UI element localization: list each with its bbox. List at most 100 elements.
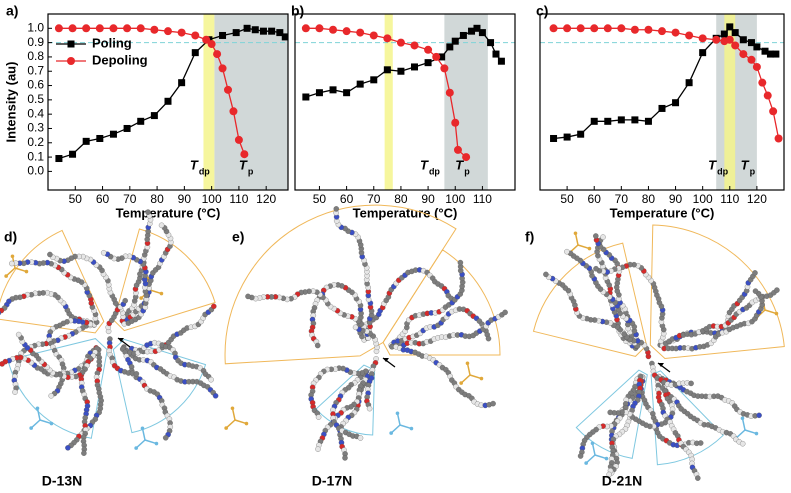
point (617, 24, 626, 33)
point (631, 116, 639, 124)
point (459, 31, 467, 39)
x-tick-label: 60 (96, 192, 110, 206)
atom (122, 297, 128, 304)
point (563, 24, 572, 33)
x-tick-label: 80 (642, 192, 656, 206)
arrow-head (658, 363, 664, 367)
annotation-subscript: dp (429, 166, 440, 176)
atom (315, 446, 321, 452)
point (763, 91, 772, 100)
point (772, 50, 780, 58)
y-axis-label: Intensity (au) (3, 62, 18, 143)
plot-frame (47, 13, 289, 191)
atom (0, 361, 5, 367)
icon-tip (159, 291, 164, 296)
y-tick-label: 1.0 (27, 20, 44, 34)
icon-tip (459, 381, 463, 385)
point (725, 35, 734, 44)
panel-label: a) (6, 3, 18, 19)
point (302, 93, 310, 101)
icon-tip (35, 406, 40, 411)
shaded-band (203, 14, 215, 190)
point (549, 24, 558, 33)
atom (133, 371, 140, 377)
icon-tip (754, 431, 759, 436)
series-line (305, 27, 467, 158)
point (164, 27, 172, 36)
panel-label: c) (536, 3, 548, 19)
atom (245, 293, 251, 300)
atom (697, 440, 704, 446)
shaded-band (724, 14, 736, 190)
point (497, 57, 505, 65)
point (758, 78, 767, 87)
point (603, 24, 612, 33)
atom (100, 250, 107, 256)
point (672, 99, 680, 107)
x-tick-label: 50 (560, 192, 574, 206)
point (699, 49, 707, 57)
atom (352, 324, 359, 331)
atom (9, 260, 15, 267)
point (644, 117, 652, 125)
point (109, 130, 117, 138)
icon-arm (30, 419, 41, 429)
point (473, 24, 481, 32)
x-tick-label: 120 (747, 192, 767, 206)
dendron-outline (575, 369, 648, 459)
point (752, 62, 761, 71)
x-tick-label: 90 (669, 192, 683, 206)
icon-tip (10, 254, 15, 259)
icon-tip (49, 421, 54, 426)
point (712, 35, 721, 44)
x-axis-label: Temperature (°C) (353, 205, 458, 220)
point (739, 50, 748, 59)
icon-arm (469, 374, 482, 380)
x-tick-label: 50 (69, 192, 83, 206)
icon-tip (584, 461, 588, 465)
atom (0, 310, 2, 316)
icon-arm (764, 309, 777, 315)
icon-arm (591, 443, 596, 456)
point (136, 24, 145, 33)
annotation: T (455, 157, 464, 172)
point (268, 27, 276, 35)
point (590, 24, 599, 33)
point (329, 25, 338, 34)
point (95, 24, 104, 33)
icon-arm (577, 244, 590, 250)
point (468, 27, 476, 35)
atom (48, 393, 54, 399)
y-tick-label: 0.6 (27, 78, 44, 92)
shaded-band (214, 14, 288, 190)
point (370, 76, 378, 84)
point (356, 28, 365, 37)
point (685, 31, 694, 40)
point (397, 67, 405, 75)
molecule-panel: e) D-17N (224, 204, 508, 489)
point (644, 25, 653, 34)
icon-arm (135, 439, 146, 449)
icon-arm (585, 454, 596, 464)
atom (15, 331, 22, 338)
molecule-panels: d) D-13N e) D-17N f) D-21N (0, 204, 785, 489)
x-tick-label: 60 (340, 192, 354, 206)
point (451, 37, 459, 45)
atom (752, 288, 759, 294)
point (82, 137, 90, 145)
icon-tip (590, 441, 595, 446)
atom (564, 248, 570, 255)
chart-panel: 50 60 70 80 90 100 110 120 0.00.10.20.30.40.50.6… (3, 3, 289, 220)
point (462, 153, 471, 162)
atom (593, 265, 599, 272)
icon-tip (134, 446, 138, 450)
icon-arm (231, 408, 236, 421)
icon-tip (604, 456, 609, 461)
shaded-band (384, 14, 393, 190)
point (766, 50, 774, 58)
x-tick-label: 50 (313, 192, 327, 206)
atom (0, 307, 5, 314)
point (369, 31, 378, 40)
point (604, 117, 612, 125)
